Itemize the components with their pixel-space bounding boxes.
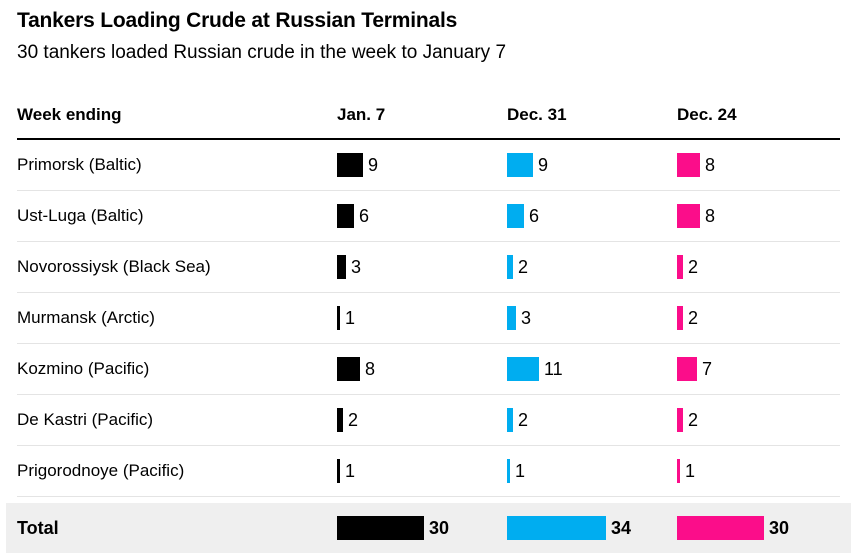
bar-value-jan-7: 1	[345, 307, 356, 328]
bar-cell-dec-31: 1	[507, 459, 677, 483]
chart-title: Tankers Loading Crude at Russian Termina…	[17, 9, 458, 32]
total-value-dec-24: 30	[769, 517, 790, 538]
column-header-dec-24: Dec. 24	[677, 105, 737, 124]
bar-cell-jan-7: 8	[337, 357, 507, 381]
bar-dec-24	[677, 408, 683, 432]
bar-cell-dec-31: 2	[507, 408, 677, 432]
table-row: Primorsk (Baltic) 9 9 8	[17, 140, 840, 191]
bar-cell-dec-24: 7	[677, 357, 840, 381]
bar-cell-jan-7: 6	[337, 204, 507, 228]
bar-jan-7	[337, 204, 354, 228]
total-label: Total	[17, 517, 59, 538]
table-row: Ust-Luga (Baltic) 6 6 8	[17, 191, 840, 242]
table-row: Murmansk (Arctic) 1 3 2	[17, 293, 840, 344]
bar-cell-dec-24: 8	[677, 204, 840, 228]
bar-value-jan-7: 6	[359, 205, 370, 226]
bar-value-dec-24: 2	[688, 307, 699, 328]
header-rule	[17, 138, 840, 140]
terminal-label: Ust-Luga (Baltic)	[17, 206, 144, 225]
total-bar-dec-24	[677, 516, 764, 540]
bar-cell-dec-31: 3	[507, 306, 677, 330]
bar-value-jan-7: 8	[365, 358, 376, 379]
bar-value-dec-31: 9	[538, 154, 549, 175]
bar-value-dec-31: 2	[518, 256, 529, 277]
bar-value-dec-24: 2	[688, 256, 699, 277]
bar-jan-7	[337, 357, 360, 381]
bar-dec-24	[677, 255, 683, 279]
chart-subtitle: 30 tankers loaded Russian crude in the w…	[17, 42, 507, 63]
table-row: Kozmino (Pacific) 8 11 7	[17, 344, 840, 395]
bar-dec-24	[677, 459, 680, 483]
bar-dec-31	[507, 408, 513, 432]
bar-cell-jan-7: 2	[337, 408, 507, 432]
terminal-label: Prigorodnoye (Pacific)	[17, 461, 185, 480]
bar-cell-dec-24: 2	[677, 408, 840, 432]
bar-cell-dec-24: 2	[677, 306, 840, 330]
bar-value-jan-7: 3	[351, 256, 362, 277]
table-row: Prigorodnoye (Pacific) 1 1 1	[17, 446, 840, 497]
bar-value-dec-31: 6	[529, 205, 540, 226]
column-header-dec-31: Dec. 31	[507, 105, 567, 124]
bar-jan-7	[337, 153, 363, 177]
bar-jan-7	[337, 459, 340, 483]
bar-value-dec-24: 2	[688, 409, 699, 430]
terminal-label: Primorsk (Baltic)	[17, 155, 142, 174]
bar-cell-dec-24: 1	[677, 459, 840, 483]
bar-value-dec-24: 1	[685, 460, 696, 481]
bar-value-dec-31: 1	[515, 460, 526, 481]
bar-cell-dec-24: 8	[677, 153, 840, 177]
bar-value-jan-7: 1	[345, 460, 356, 481]
total-row: Total 30 34 30	[6, 503, 851, 553]
total-value-dec-31: 34	[611, 517, 632, 538]
bar-jan-7	[337, 408, 343, 432]
bar-dec-24	[677, 204, 700, 228]
bar-cell-dec-31: 6	[507, 204, 677, 228]
bar-value-dec-31: 3	[521, 307, 532, 328]
terminal-label: Novorossiysk (Black Sea)	[17, 257, 211, 276]
bar-value-jan-7: 9	[368, 154, 379, 175]
total-value-jan-7: 30	[429, 517, 450, 538]
bar-dec-31	[507, 357, 539, 381]
total-cell-dec-24: 30	[677, 516, 840, 540]
total-cell-jan-7: 30	[337, 516, 507, 540]
bar-value-dec-31: 2	[518, 409, 529, 430]
bar-dec-24	[677, 306, 683, 330]
total-bar-dec-31	[507, 516, 606, 540]
bar-cell-dec-24: 2	[677, 255, 840, 279]
total-bar-jan-7	[337, 516, 424, 540]
bar-jan-7	[337, 255, 346, 279]
bar-cell-jan-7: 9	[337, 153, 507, 177]
bar-dec-31	[507, 255, 513, 279]
terminal-label: Kozmino (Pacific)	[17, 359, 150, 378]
bar-dec-31	[507, 204, 524, 228]
bar-jan-7	[337, 306, 340, 330]
bar-value-dec-31: 11	[544, 358, 563, 379]
table-body: Primorsk (Baltic) 9 9 8 Ust-Luga (Baltic…	[17, 140, 840, 497]
bar-cell-jan-7: 3	[337, 255, 507, 279]
column-header-week-ending: Week ending	[17, 105, 122, 124]
bar-cell-dec-31: 11	[507, 357, 677, 381]
bar-value-jan-7: 2	[348, 409, 359, 430]
terminal-label: De Kastri (Pacific)	[17, 410, 154, 429]
bar-value-dec-24: 8	[705, 154, 716, 175]
bar-dec-31	[507, 459, 510, 483]
bar-value-dec-24: 7	[702, 358, 713, 379]
bar-value-dec-24: 8	[705, 205, 716, 226]
bar-dec-24	[677, 357, 697, 381]
table-header: Week ending Jan. 7 Dec. 31 Dec. 24	[17, 104, 840, 126]
bar-cell-dec-31: 2	[507, 255, 677, 279]
table-row: De Kastri (Pacific) 2 2 2	[17, 395, 840, 446]
bar-dec-31	[507, 153, 533, 177]
table-row: Novorossiysk (Black Sea) 3 2 2	[17, 242, 840, 293]
bar-dec-31	[507, 306, 516, 330]
column-header-jan-7: Jan. 7	[337, 105, 386, 124]
terminal-label: Murmansk (Arctic)	[17, 308, 155, 327]
bar-cell-dec-31: 9	[507, 153, 677, 177]
bar-cell-jan-7: 1	[337, 459, 507, 483]
bar-dec-24	[677, 153, 700, 177]
bar-cell-jan-7: 1	[337, 306, 507, 330]
total-cell-dec-31: 34	[507, 516, 677, 540]
